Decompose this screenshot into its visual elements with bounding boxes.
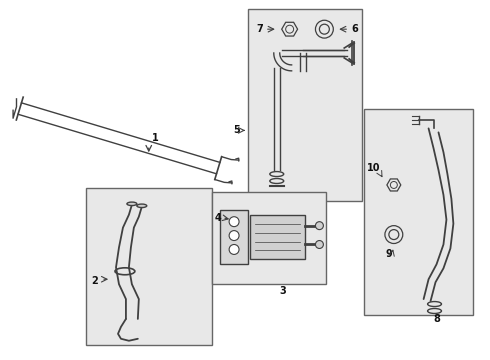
Circle shape bbox=[229, 244, 239, 255]
Circle shape bbox=[316, 240, 323, 248]
Bar bbox=[248, 9, 362, 201]
Text: 1: 1 bbox=[152, 133, 158, 143]
Bar bbox=[212, 192, 326, 284]
Bar bbox=[364, 109, 473, 315]
Text: 4: 4 bbox=[214, 213, 221, 223]
Bar bbox=[220, 210, 248, 264]
Text: 7: 7 bbox=[256, 24, 263, 34]
Text: 8: 8 bbox=[433, 314, 440, 324]
Circle shape bbox=[229, 231, 239, 240]
Ellipse shape bbox=[137, 204, 147, 207]
Text: 9: 9 bbox=[386, 249, 392, 260]
Circle shape bbox=[316, 222, 323, 230]
Text: 2: 2 bbox=[91, 276, 98, 286]
Text: 3: 3 bbox=[280, 286, 287, 296]
Text: 10: 10 bbox=[367, 163, 381, 173]
Bar bbox=[250, 215, 305, 260]
Text: 5: 5 bbox=[233, 125, 240, 135]
Circle shape bbox=[229, 217, 239, 227]
Bar bbox=[86, 188, 212, 345]
Ellipse shape bbox=[127, 202, 137, 206]
Text: 6: 6 bbox=[351, 24, 358, 34]
